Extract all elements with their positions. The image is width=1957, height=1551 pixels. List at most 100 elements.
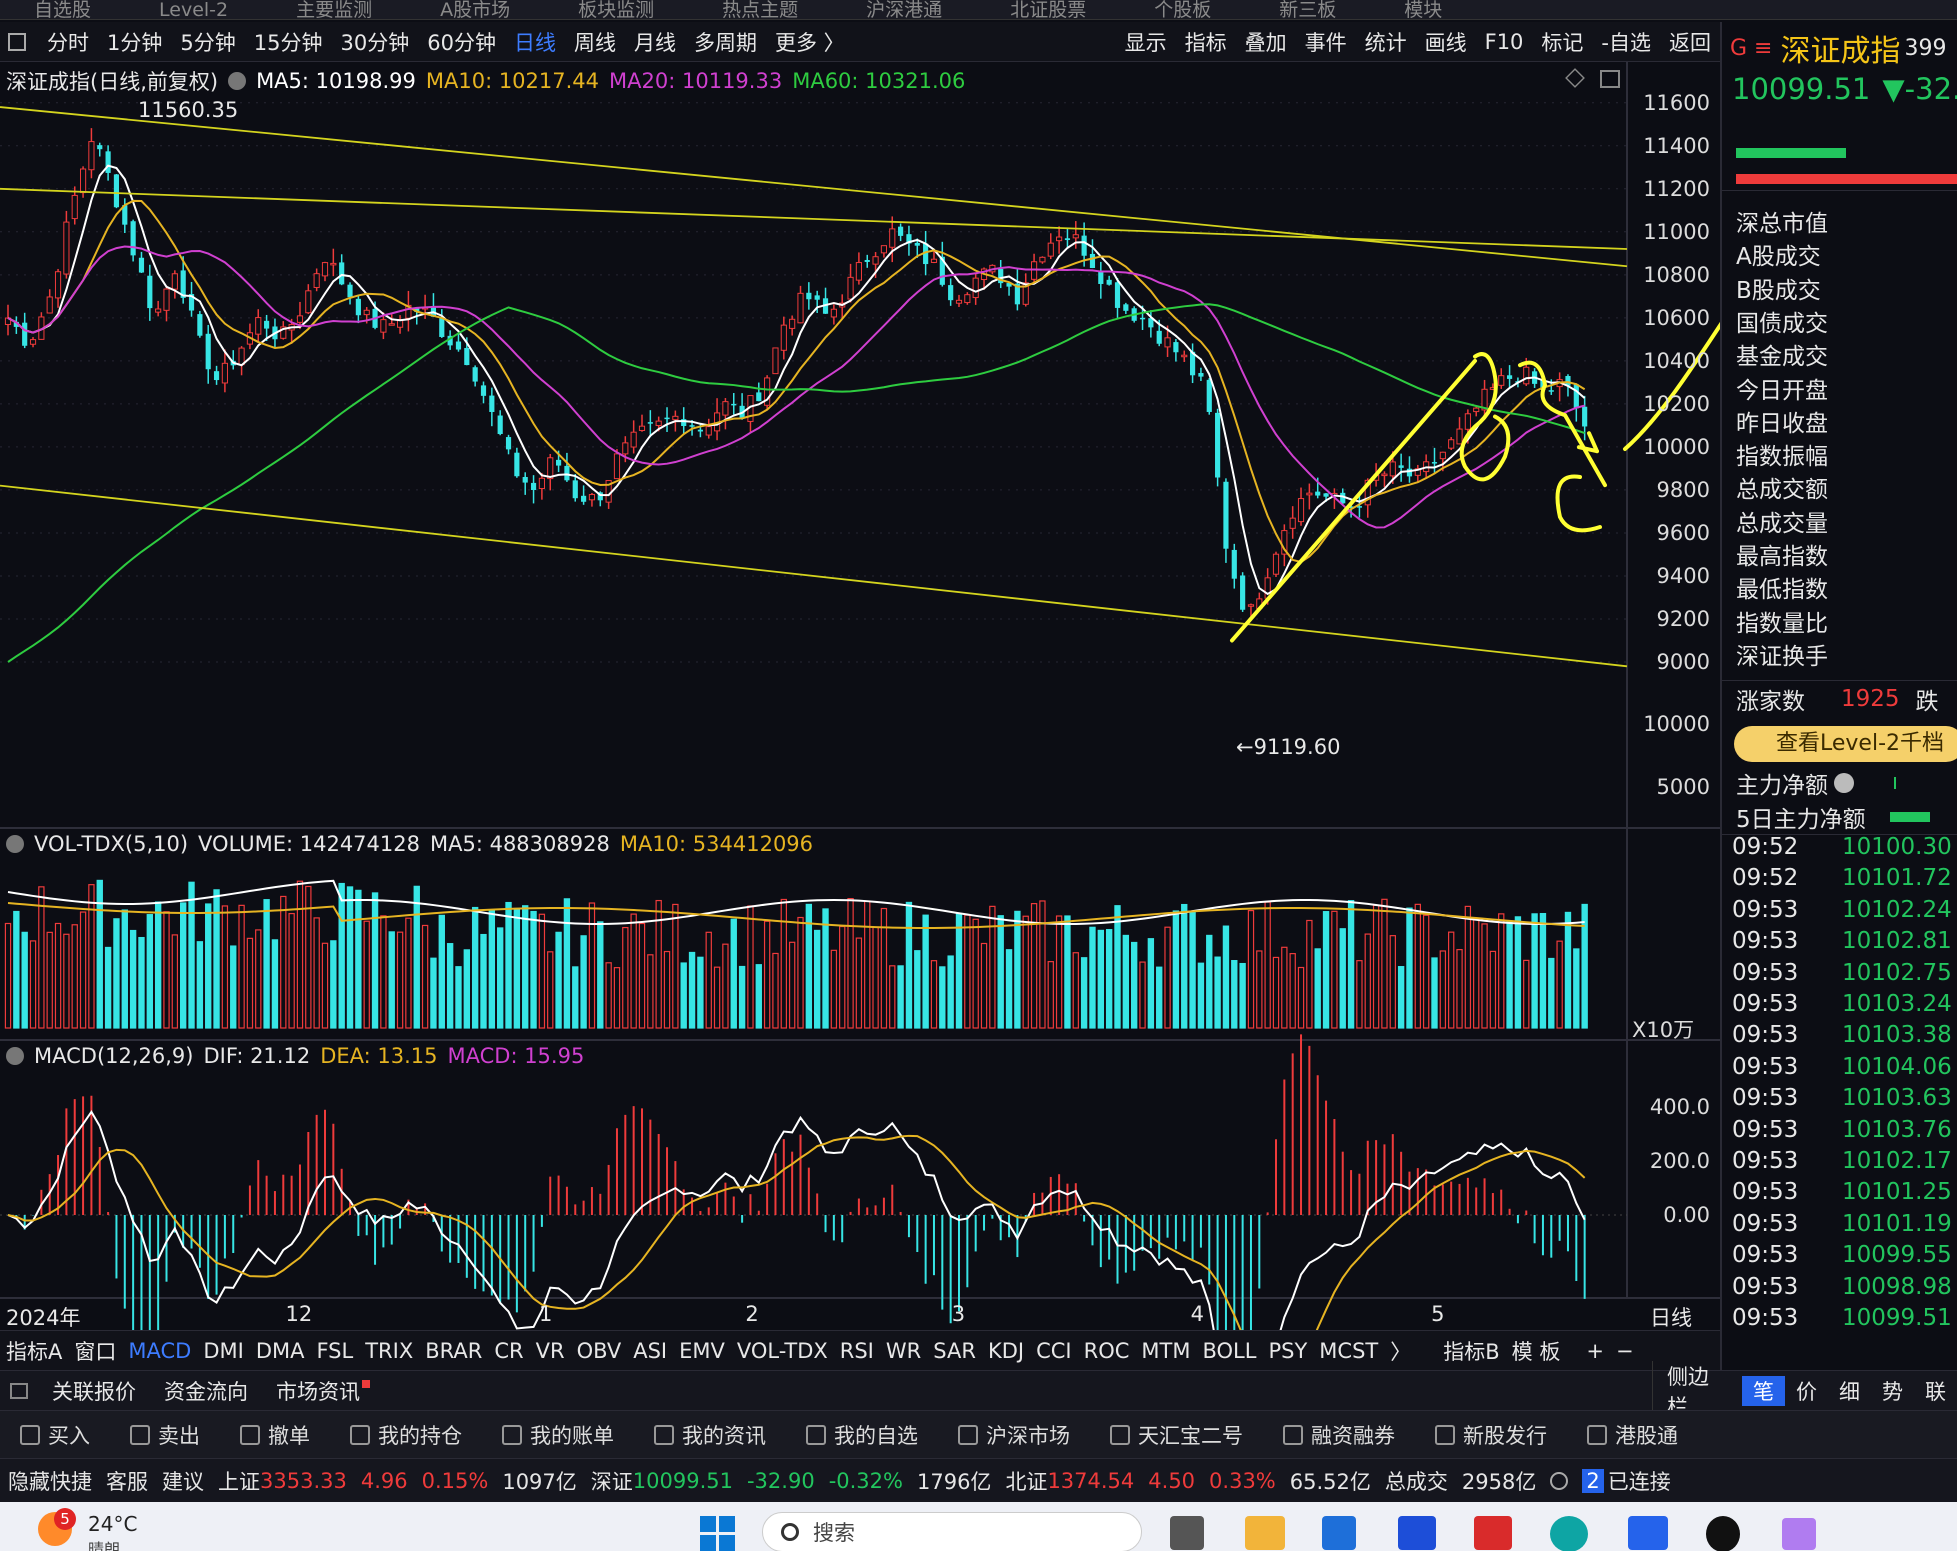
- indicator-tab[interactable]: 模 板: [1511, 1339, 1561, 1364]
- toolbar-button[interactable]: -自选: [1601, 30, 1651, 55]
- top-nav-item[interactable]: 自选股: [34, 0, 92, 21]
- indicator-tab[interactable]: 窗口: [74, 1339, 117, 1364]
- action-button[interactable]: 沪深市场: [938, 1420, 1090, 1450]
- toolbar-button[interactable]: F10: [1484, 29, 1524, 54]
- word-icon[interactable]: [1398, 1516, 1436, 1550]
- indicator-tab[interactable]: DMI: [203, 1338, 244, 1363]
- top-nav-item[interactable]: 主要监测: [296, 0, 373, 21]
- action-button[interactable]: 新股发行: [1415, 1420, 1567, 1450]
- top-nav-item[interactable]: 模块: [1404, 0, 1443, 21]
- stock-app-icon[interactable]: [1628, 1516, 1668, 1550]
- top-nav-item[interactable]: Level-2: [159, 0, 229, 21]
- indicator-tab[interactable]: KDJ: [987, 1338, 1025, 1363]
- kline-chart[interactable]: [0, 62, 1902, 1436]
- indicator-tab[interactable]: 指标B: [1443, 1339, 1500, 1364]
- period-tab[interactable]: 月线: [633, 30, 676, 55]
- period-tab[interactable]: 更多 〉: [774, 30, 845, 55]
- action-button[interactable]: 我的账单: [482, 1420, 634, 1450]
- side-tab[interactable]: 势: [1882, 1379, 1903, 1404]
- indicator-tab[interactable]: 〉: [1390, 1339, 1412, 1364]
- indicator-tab[interactable]: CR: [494, 1338, 524, 1363]
- indicator-tab[interactable]: FSL: [316, 1338, 354, 1363]
- top-nav-item[interactable]: 板块监测: [578, 0, 655, 21]
- period-tab[interactable]: 1分钟: [107, 30, 163, 55]
- side-tab[interactable]: 联: [1925, 1379, 1946, 1404]
- wps-icon[interactable]: [1474, 1516, 1512, 1550]
- toolbar-button[interactable]: 统计: [1364, 30, 1407, 55]
- toolbar-button[interactable]: 画线: [1424, 30, 1467, 55]
- app-icon[interactable]: [1782, 1518, 1816, 1550]
- taskbar-search[interactable]: 搜索: [762, 1512, 1142, 1551]
- indicator-tab[interactable]: BOLL: [1202, 1338, 1257, 1363]
- side-tab[interactable]: 笔: [1742, 1375, 1785, 1406]
- info-icon[interactable]: [1834, 773, 1854, 793]
- indicator-tab[interactable]: MTM: [1141, 1338, 1191, 1363]
- action-button[interactable]: 融资融券: [1263, 1420, 1415, 1450]
- action-button[interactable]: 我的持仓: [330, 1420, 482, 1450]
- period-tab[interactable]: 多周期: [693, 30, 757, 55]
- top-nav-item[interactable]: 沪深港通: [866, 0, 943, 21]
- hide-shortcut[interactable]: 隐藏快捷: [8, 1469, 92, 1494]
- layout-icon[interactable]: [1600, 70, 1620, 88]
- period-tab[interactable]: 分时: [47, 30, 89, 55]
- top-nav-item[interactable]: 北证股票: [1010, 0, 1087, 21]
- collapse-icon[interactable]: [6, 1047, 24, 1065]
- indicator-tab[interactable]: MACD: [128, 1338, 192, 1363]
- collapse-icon[interactable]: [6, 835, 24, 853]
- toolbar-button[interactable]: 显示: [1124, 30, 1167, 55]
- window-menu-icon[interactable]: [8, 32, 26, 51]
- top-nav-item[interactable]: A股市场: [440, 0, 511, 21]
- indicator-tab[interactable]: ROC: [1083, 1338, 1130, 1363]
- toolbar-button[interactable]: 标记: [1541, 30, 1584, 55]
- indicator-tab[interactable]: PSY: [1268, 1338, 1308, 1363]
- top-nav-item[interactable]: 个股板: [1154, 0, 1212, 21]
- edge-icon[interactable]: [1550, 1516, 1588, 1551]
- period-tab[interactable]: 周线: [573, 30, 616, 55]
- indicator-tab[interactable]: +: [1586, 1338, 1604, 1363]
- suggest-link[interactable]: 建议: [162, 1469, 204, 1494]
- action-button[interactable]: 天汇宝二号: [1090, 1420, 1263, 1450]
- toolbar-button[interactable]: 事件: [1304, 30, 1347, 55]
- indicator-tab[interactable]: BRAR: [425, 1338, 483, 1363]
- store-icon[interactable]: [1322, 1516, 1356, 1550]
- period-tab[interactable]: 15分钟: [253, 30, 323, 55]
- period-tab[interactable]: 日线: [513, 30, 556, 55]
- link-related-quote[interactable]: 关联报价: [52, 1379, 136, 1404]
- indicator-tab[interactable]: VOL-TDX: [736, 1338, 828, 1363]
- side-tab[interactable]: 价: [1796, 1379, 1817, 1404]
- indicator-tab[interactable]: VR: [535, 1338, 565, 1363]
- indicator-tab[interactable]: DMA: [255, 1338, 305, 1363]
- action-button[interactable]: 撤单: [220, 1420, 330, 1450]
- period-tab[interactable]: 5分钟: [180, 30, 236, 55]
- indicator-tab[interactable]: TRIX: [365, 1338, 414, 1363]
- windows-start-icon[interactable]: [700, 1516, 736, 1551]
- indicator-tab[interactable]: RSI: [839, 1338, 874, 1363]
- action-button[interactable]: 我的自选: [786, 1420, 938, 1450]
- toolbar-button[interactable]: 叠加: [1244, 30, 1287, 55]
- indicator-tab[interactable]: ASI: [633, 1338, 668, 1363]
- link-market-news[interactable]: 市场资讯: [276, 1379, 360, 1404]
- period-tab[interactable]: 60分钟: [427, 30, 496, 55]
- action-button[interactable]: 卖出: [110, 1420, 220, 1450]
- chart-area[interactable]: 深证成指(日线,前复权) MA5: 10198.99 MA10: 10217.4…: [0, 62, 1902, 1436]
- side-tab[interactable]: 细: [1839, 1379, 1860, 1404]
- top-nav-item[interactable]: 热点主题: [722, 0, 799, 21]
- action-button[interactable]: 我的资讯: [634, 1420, 786, 1450]
- settings-icon[interactable]: [228, 72, 247, 90]
- indicator-tab[interactable]: 指标A: [6, 1339, 63, 1364]
- indicator-tab[interactable]: −: [1615, 1338, 1634, 1363]
- indicator-tab[interactable]: OBV: [576, 1338, 622, 1363]
- link-fund-flow[interactable]: 资金流向: [164, 1379, 248, 1404]
- indicator-tab[interactable]: WR: [885, 1338, 922, 1363]
- level2-button[interactable]: 查看Level-2千档: [1734, 726, 1957, 762]
- top-nav-item[interactable]: 新三板: [1279, 0, 1337, 21]
- service-link[interactable]: 客服: [106, 1469, 148, 1494]
- action-button[interactable]: 港股通: [1567, 1420, 1698, 1450]
- indicator-tab[interactable]: MCST: [1319, 1338, 1379, 1363]
- task-view-icon[interactable]: [1170, 1516, 1204, 1550]
- period-tab[interactable]: 30分钟: [340, 30, 410, 55]
- indicator-tab[interactable]: SAR: [933, 1338, 976, 1363]
- indicator-tab[interactable]: CCI: [1036, 1338, 1072, 1363]
- file-explorer-icon[interactable]: [1245, 1516, 1285, 1550]
- action-button[interactable]: 买入: [0, 1420, 110, 1450]
